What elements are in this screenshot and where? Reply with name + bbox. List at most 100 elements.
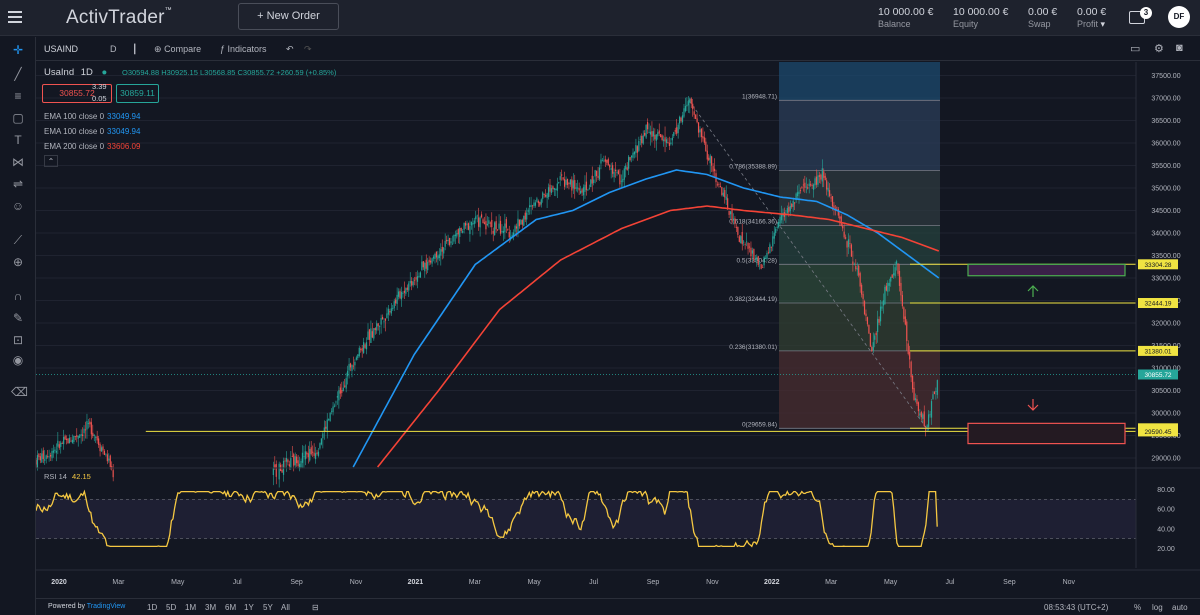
price-tick-label: 33000.00 [1151, 276, 1180, 283]
rsi-band [36, 499, 1136, 539]
symbol-search[interactable]: USAIND [44, 44, 79, 54]
rectangle-icon[interactable]: ▢ [12, 111, 24, 125]
time-tick-label: Sep [647, 579, 660, 586]
ruler-icon[interactable]: ⟋ [13, 233, 23, 247]
price-tick-label: 29000.00 [1151, 456, 1180, 463]
candle-body [893, 273, 895, 276]
zoom-in-icon[interactable]: ⊕ [12, 255, 24, 269]
candle-body [645, 124, 647, 138]
equity-value: 10 000.00 € [953, 6, 1009, 18]
timeframe-1m[interactable]: 1M [185, 603, 197, 612]
emoji-icon[interactable]: ☺ [11, 199, 25, 213]
pattern-icon[interactable]: ⋈ [12, 155, 24, 169]
settings-icon[interactable]: ⚙ [1154, 43, 1164, 55]
timeframe-all[interactable]: All [281, 603, 290, 612]
lock-icon[interactable]: ⊡ [12, 333, 24, 347]
timeframe-5y[interactable]: 5Y [263, 603, 273, 612]
candle-body [435, 251, 438, 258]
ema200-line [376, 205, 940, 468]
trash-icon[interactable]: ⌫ [11, 385, 28, 399]
candle-body [808, 183, 810, 187]
candle-body [888, 283, 890, 286]
fib-zone [779, 350, 940, 429]
timeframe-5d[interactable]: 5D [166, 603, 177, 612]
date-range-icon[interactable]: ⊟ [312, 603, 319, 612]
eye-icon[interactable]: ◉ [12, 353, 24, 367]
candle-body [425, 259, 427, 269]
magnet-icon[interactable]: ∩ [13, 289, 23, 303]
legend-symbol-name: UsaInd [44, 67, 75, 78]
candle-body [642, 135, 644, 144]
candle-body [772, 236, 774, 247]
candle-body [652, 131, 654, 137]
camera-icon[interactable]: ◙ [1176, 42, 1183, 54]
candle-body [443, 247, 445, 254]
candle-body [805, 186, 807, 188]
fib-retracement-icon[interactable]: ≡ [14, 89, 22, 103]
buy-price-button[interactable]: 30859.11 [116, 84, 159, 103]
candle-body [764, 258, 767, 259]
sell-price-button[interactable]: 30855.72 [42, 84, 112, 103]
interval-selector[interactable]: D [110, 44, 117, 54]
timeframe-1y[interactable]: 1Y [244, 603, 254, 612]
candle-body [491, 219, 493, 228]
candle-body [770, 246, 772, 248]
timeframe-3m[interactable]: 3M [205, 603, 217, 612]
candle-body [416, 276, 419, 282]
candle-body [878, 319, 880, 323]
price-chart[interactable]: 1(36948.71) 0.786(35388.89) 0.618(34166.36… [36, 62, 1200, 598]
candle-body [320, 438, 323, 445]
candle-body [513, 232, 515, 236]
log-toggle[interactable]: log [1152, 603, 1163, 612]
lock-drawing-icon[interactable]: ✎ [12, 311, 24, 325]
candle-body [526, 212, 528, 220]
percent-toggle[interactable]: % [1134, 603, 1142, 612]
ema-legend-3[interactable]: EMA 200 close 0 33606.09 [44, 142, 140, 151]
fullscreen-icon[interactable]: ▭ [1130, 43, 1141, 55]
candle-body [929, 414, 931, 416]
crosshair-icon[interactable]: ✛ [12, 43, 24, 57]
undo-icon[interactable]: ↶ [286, 44, 294, 54]
avatar[interactable]: DF [1168, 6, 1190, 28]
redo-icon[interactable]: ↷ [304, 44, 312, 54]
candle-body [847, 239, 850, 247]
candle-body [531, 205, 534, 207]
profit-display[interactable]: 0.00 € Profit ▾ [1077, 6, 1106, 30]
candle-body [598, 167, 601, 180]
bar-style-icon[interactable]: ┃ [132, 44, 138, 54]
candle-body [371, 331, 373, 338]
clock[interactable]: 08:53:43 (UTC+2) [1044, 603, 1109, 612]
collapse-legend-icon[interactable]: ⌃ [44, 155, 58, 167]
time-tick-label: Mar [112, 579, 125, 586]
swap-value: 0.00 € [1028, 6, 1058, 18]
candle-body [349, 363, 352, 368]
candle-body [897, 263, 899, 274]
candle-body [309, 448, 311, 461]
candle-body [543, 193, 545, 195]
ema-legend-1[interactable]: EMA 100 close 0 33049.94 [44, 112, 140, 121]
timeframe-1d[interactable]: 1D [147, 603, 158, 612]
indicators-button[interactable]: ƒ Indicators [220, 44, 267, 54]
candle-body [689, 98, 691, 104]
candle-body [546, 193, 548, 198]
candle-body [523, 215, 525, 226]
compare-button[interactable]: ⊕ Compare [154, 44, 201, 55]
rsi-line [36, 489, 938, 548]
timeframe-6m[interactable]: 6M [225, 603, 237, 612]
candle-body [288, 464, 290, 467]
trend-line-icon[interactable]: ╱ [14, 67, 22, 81]
candle-body [916, 399, 918, 404]
hamburger-menu-icon[interactable] [8, 11, 22, 23]
new-order-button[interactable]: + New Order [238, 3, 339, 30]
candle-body [922, 414, 924, 419]
candle-body [316, 452, 318, 454]
text-icon[interactable]: T [14, 133, 22, 147]
prediction-icon[interactable]: ⇌ [12, 177, 24, 191]
candle-body [47, 456, 49, 458]
time-tick-label: Nov [706, 579, 719, 586]
candle-body [92, 432, 94, 437]
tradingview-link[interactable]: TradingView [86, 603, 126, 610]
ema-legend-2[interactable]: EMA 100 close 0 33049.94 [44, 127, 140, 136]
auto-toggle[interactable]: auto [1172, 603, 1188, 612]
candle-body [871, 347, 873, 351]
